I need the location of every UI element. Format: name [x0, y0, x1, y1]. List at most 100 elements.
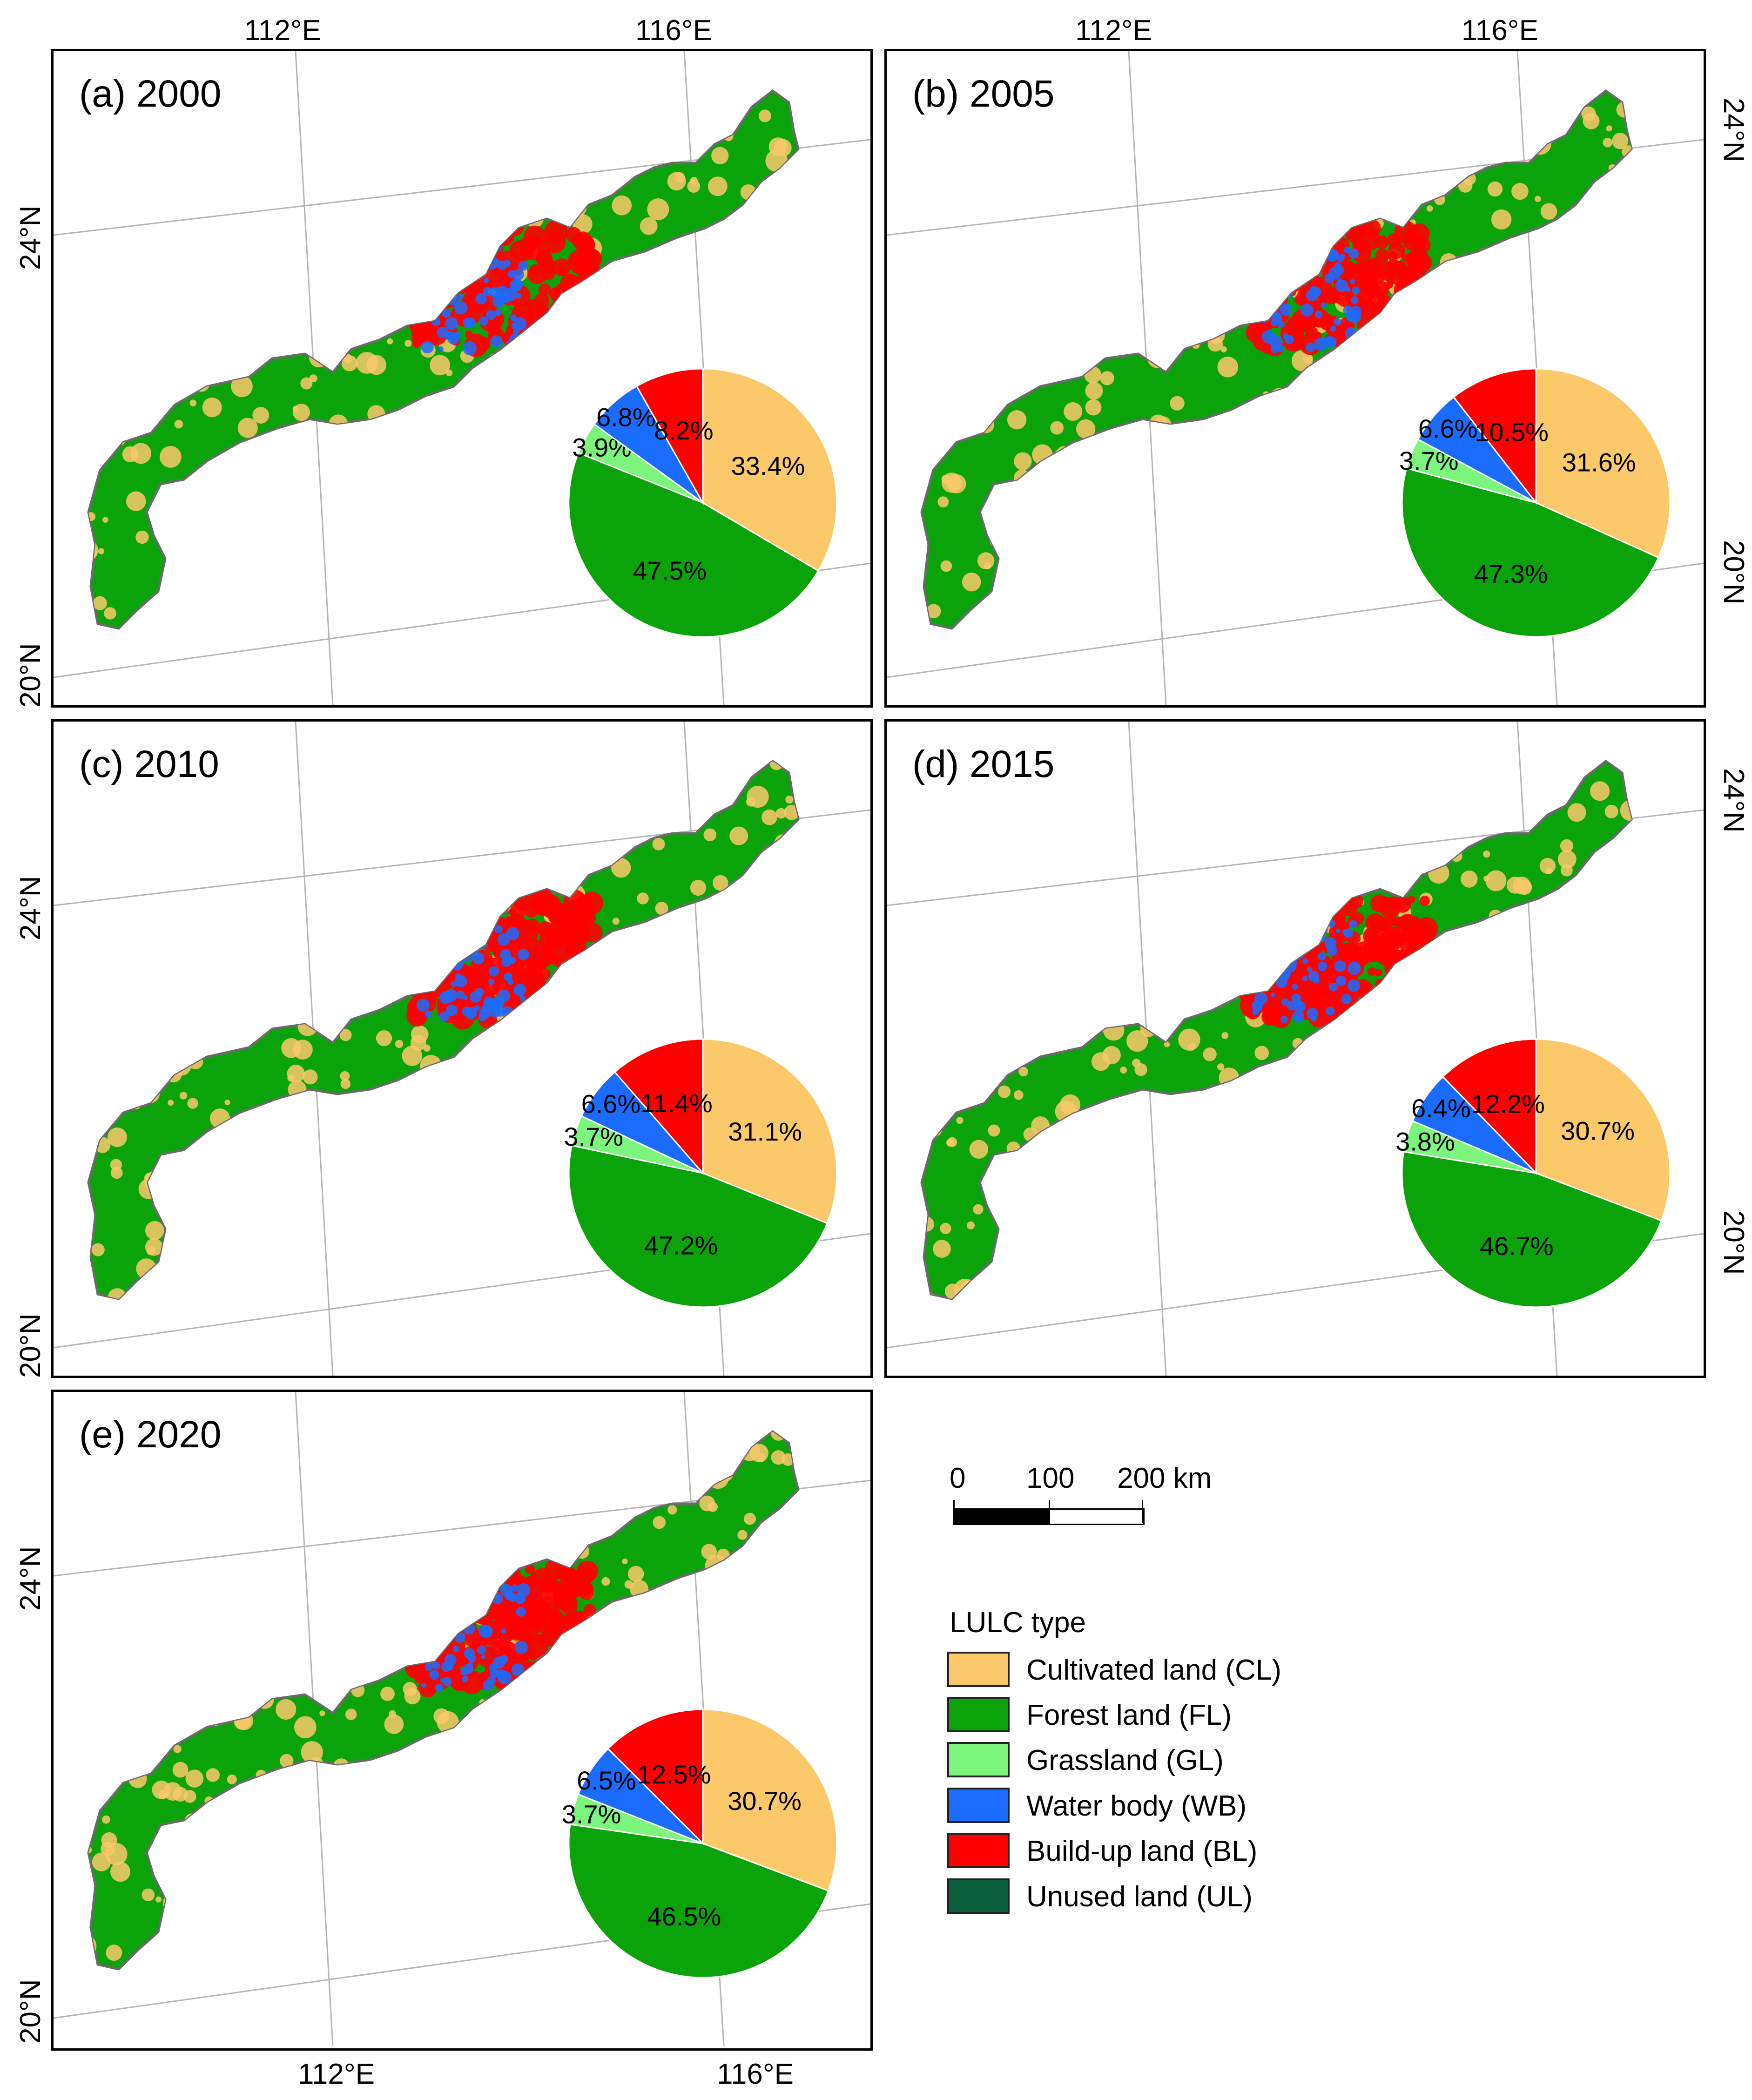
- cultivated-patch: [413, 633, 424, 644]
- lon-label-116-b: 116°E: [1462, 14, 1538, 47]
- cultivated-patch: [619, 950, 635, 966]
- cultivated-patch: [1368, 375, 1382, 389]
- buildup-patch: [446, 236, 463, 253]
- cultivated-patch: [572, 1709, 580, 1718]
- cultivated-patch: [1275, 1163, 1287, 1175]
- buildup-patch: [562, 986, 576, 1000]
- cultivated-patch: [187, 1098, 198, 1109]
- buildup-patch: [586, 955, 598, 966]
- cultivated-patch: [452, 394, 459, 401]
- cultivated-patch: [1072, 290, 1084, 302]
- cultivated-patch: [950, 1056, 963, 1068]
- buildup-patch: [1399, 914, 1416, 931]
- cultivated-patch: [1267, 1215, 1281, 1230]
- buildup-patch: [1369, 1000, 1381, 1012]
- water-patch: [515, 987, 522, 994]
- cultivated-patch: [611, 858, 631, 878]
- cultivated-patch: [277, 102, 290, 115]
- cultivated-patch: [88, 1726, 94, 1734]
- cultivated-patch: [1187, 254, 1202, 269]
- cultivated-patch: [227, 535, 240, 548]
- buildup-patch: [480, 245, 489, 253]
- cultivated-patch: [1615, 189, 1623, 197]
- cultivated-patch: [354, 949, 369, 963]
- lat-label-20-c: 20°N: [14, 1313, 47, 1378]
- cultivated-patch: [1233, 522, 1251, 540]
- cultivated-patch: [381, 252, 393, 264]
- cultivated-patch: [362, 1482, 378, 1499]
- buildup-patch: [583, 975, 593, 986]
- buildup-patch: [1387, 259, 1401, 273]
- buildup-patch: [563, 959, 586, 982]
- water-patch: [1253, 982, 1261, 990]
- cultivated-patch: [1378, 1107, 1395, 1125]
- water-patch: [435, 1631, 444, 1640]
- cultivated-patch: [107, 934, 119, 946]
- buildup-patch: [1283, 904, 1294, 914]
- buildup-patch: [1387, 250, 1397, 261]
- cultivated-patch: [1118, 593, 1129, 604]
- cultivated-patch: [1352, 557, 1374, 580]
- cultivated-patch: [181, 1606, 202, 1627]
- cultivated-patch: [1404, 1048, 1420, 1064]
- cultivated-patch: [601, 1577, 610, 1586]
- cultivated-patch: [1283, 1152, 1291, 1160]
- cultivated-patch: [438, 1194, 450, 1206]
- cultivated-patch: [532, 355, 541, 364]
- buildup-patch: [1404, 291, 1416, 303]
- buildup-patch: [418, 1648, 426, 1657]
- cultivated-patch: [355, 1211, 371, 1228]
- cultivated-patch: [718, 953, 728, 963]
- cultivated-patch: [554, 849, 577, 871]
- cultivated-patch: [1194, 526, 1202, 533]
- pie-slice-fl: [1401, 1151, 1663, 1308]
- cultivated-patch: [86, 632, 94, 641]
- cultivated-patch: [544, 1830, 566, 1851]
- lat-label-20-b: 20°N: [1718, 540, 1750, 605]
- buildup-patch: [467, 264, 475, 272]
- buildup-patch: [1294, 895, 1313, 914]
- cultivated-patch: [1165, 1166, 1175, 1176]
- cultivated-patch: [952, 221, 969, 238]
- cultivated-patch: [382, 1565, 399, 1582]
- cultivated-patch: [538, 1891, 553, 1906]
- cultivated-patch: [1087, 490, 1101, 504]
- buildup-patch: [453, 257, 466, 269]
- buildup-patch: [475, 263, 487, 275]
- cultivated-patch: [281, 1540, 293, 1552]
- buildup-patch: [554, 1675, 568, 1688]
- water-patch: [507, 979, 514, 985]
- buildup-patch: [1368, 967, 1376, 976]
- cultivated-patch: [1384, 821, 1401, 837]
- cultivated-patch: [238, 1630, 259, 1651]
- buildup-patch: [1376, 335, 1398, 357]
- water-patch: [511, 1584, 519, 1592]
- cultivated-patch: [140, 1083, 160, 1104]
- lat-label-24-a: 24°N: [14, 205, 47, 270]
- cultivated-patch: [365, 1546, 374, 1555]
- map-svg: 30.7%46.5%3.7%6.5% 12.5%: [54, 1392, 870, 2046]
- cultivated-patch: [505, 112, 513, 121]
- buildup-patch: [1297, 926, 1313, 942]
- cultivated-patch: [382, 597, 403, 617]
- buildup-patch: [1255, 222, 1271, 238]
- buildup-patch: [563, 956, 583, 976]
- cultivated-patch: [458, 1717, 476, 1736]
- cultivated-patch: [88, 248, 96, 257]
- water-patch: [1350, 296, 1359, 304]
- cultivated-patch: [203, 1467, 214, 1478]
- buildup-patch: [1260, 271, 1284, 295]
- cultivated-patch: [471, 122, 481, 132]
- cultivated-patch: [420, 1939, 426, 1946]
- buildup-patch: [542, 1661, 565, 1685]
- cultivated-patch: [564, 566, 575, 576]
- buildup-patch: [1276, 928, 1285, 937]
- water-patch: [431, 299, 441, 310]
- buildup-patch: [1280, 937, 1299, 955]
- pie-label-fl: 46.5%: [647, 1902, 721, 1931]
- water-patch: [1248, 251, 1261, 265]
- cultivated-patch: [94, 1094, 113, 1114]
- cultivated-patch: [782, 917, 797, 932]
- buildup-patch: [431, 966, 448, 983]
- cultivated-patch: [348, 1948, 370, 1969]
